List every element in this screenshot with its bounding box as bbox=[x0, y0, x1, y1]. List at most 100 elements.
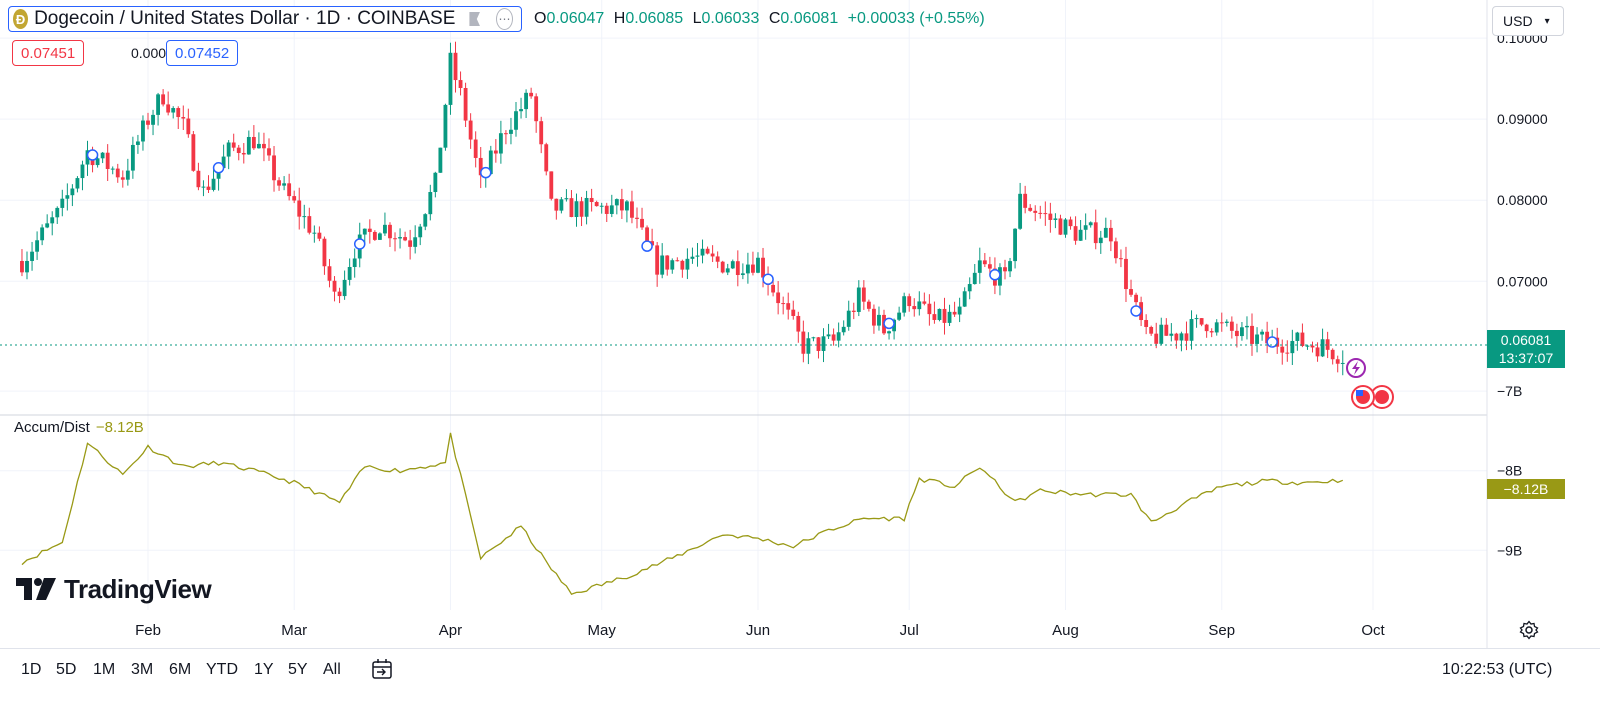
candle-body bbox=[130, 144, 135, 171]
tradingview-logo[interactable]: TradingView bbox=[16, 574, 212, 605]
candle-body bbox=[574, 201, 579, 218]
candle-body bbox=[110, 168, 115, 170]
low-key: L bbox=[692, 10, 702, 27]
indicator-last-label: −8.12B bbox=[1487, 479, 1565, 499]
date-range-calendar-icon[interactable] bbox=[370, 657, 394, 681]
indicator-legend[interactable]: Accum/Dist −8.12B bbox=[14, 419, 144, 436]
candle-body bbox=[1315, 347, 1320, 357]
candle-body bbox=[972, 272, 977, 285]
time-axis-label: Jul bbox=[900, 622, 919, 639]
currency-selector[interactable]: USD ▾ bbox=[1492, 6, 1564, 36]
candle-body bbox=[352, 258, 357, 267]
candle-body bbox=[967, 284, 972, 292]
last-price-value: 0.06081 bbox=[1500, 332, 1552, 348]
candle-body bbox=[297, 200, 302, 217]
settings-gear-icon[interactable] bbox=[1519, 620, 1539, 645]
candle-body bbox=[1255, 334, 1259, 344]
candle-body bbox=[332, 280, 337, 292]
candle-body bbox=[493, 150, 498, 154]
candle-body bbox=[675, 260, 680, 262]
candle-body bbox=[30, 251, 34, 261]
more-options-icon[interactable]: ⋯ bbox=[495, 8, 514, 30]
candle-body bbox=[1003, 267, 1007, 272]
candle-body bbox=[836, 332, 841, 341]
ohlc-legend: O0.06047 H0.06085 L0.06033 C0.06081 +0.0… bbox=[534, 10, 990, 28]
candle-body bbox=[1144, 320, 1149, 327]
candle-body bbox=[957, 306, 962, 315]
candle-body bbox=[120, 177, 125, 180]
range-button-5y[interactable]: 5Y bbox=[288, 661, 308, 678]
range-button-1y[interactable]: 1Y bbox=[254, 661, 274, 678]
candle-body bbox=[105, 152, 110, 170]
candle-body bbox=[856, 287, 861, 312]
candle-body bbox=[156, 94, 160, 115]
candle-body bbox=[599, 205, 604, 207]
candle-body bbox=[256, 143, 261, 149]
candle-body bbox=[372, 231, 377, 240]
candle-body bbox=[362, 228, 367, 235]
candle-body bbox=[1234, 330, 1239, 337]
candle-body bbox=[1219, 322, 1224, 324]
candle-body bbox=[322, 238, 327, 267]
candle-body bbox=[549, 171, 554, 199]
candle-body bbox=[438, 147, 443, 173]
candle-body bbox=[947, 311, 952, 323]
candle-body bbox=[519, 109, 523, 112]
candle-body bbox=[851, 310, 856, 312]
candle-body bbox=[977, 260, 982, 273]
range-button-1d[interactable]: 1D bbox=[21, 661, 42, 678]
us-flag-fill-2 bbox=[1375, 390, 1389, 404]
candle-body bbox=[761, 257, 765, 278]
time-axis-label: Oct bbox=[1361, 622, 1385, 639]
candle-body bbox=[831, 334, 836, 341]
candle-body bbox=[125, 170, 130, 180]
symbol-search-box[interactable]: Ð Dogecoin / United States Dollar · 1D ·… bbox=[8, 6, 522, 32]
future-events[interactable] bbox=[1346, 358, 1394, 409]
candle-body bbox=[1184, 333, 1189, 341]
candle-body bbox=[1214, 322, 1219, 333]
candle-body bbox=[1340, 362, 1345, 364]
candle-body bbox=[806, 338, 811, 354]
range-button-1m[interactable]: 1M bbox=[93, 661, 116, 678]
candle-body bbox=[231, 142, 236, 148]
candle-body bbox=[1240, 327, 1244, 337]
candle-body bbox=[987, 264, 992, 269]
candlestick-series bbox=[20, 41, 1345, 376]
range-button-ytd[interactable]: YTD bbox=[206, 661, 238, 678]
candle-body bbox=[186, 118, 191, 135]
buy-price-button[interactable]: 0.07452 bbox=[166, 40, 239, 66]
candle-body bbox=[277, 180, 281, 186]
candle-body bbox=[1108, 227, 1113, 242]
candle-body bbox=[982, 260, 987, 265]
candle-body bbox=[141, 120, 145, 142]
candle-body bbox=[1250, 325, 1254, 344]
candle-body bbox=[524, 92, 529, 110]
candle-body bbox=[670, 260, 675, 270]
sell-price-button[interactable]: 0.07451 bbox=[12, 40, 85, 66]
utc-clock[interactable]: 10:22:53 (UTC) bbox=[1442, 661, 1553, 678]
event-marker-icon bbox=[1266, 336, 1278, 348]
candle-body bbox=[383, 224, 387, 234]
change-value: +0.00033 (+0.55%) bbox=[847, 10, 985, 27]
range-button-3m[interactable]: 3M bbox=[131, 661, 154, 678]
candle-body bbox=[1083, 225, 1088, 230]
time-axis-label: Sep bbox=[1208, 622, 1235, 639]
range-button-6m[interactable]: 6M bbox=[169, 661, 192, 678]
range-button-5d[interactable]: 5D bbox=[56, 661, 77, 678]
candle-body bbox=[776, 292, 781, 304]
candle-body bbox=[655, 245, 660, 275]
time-axis-label: Apr bbox=[439, 622, 462, 639]
candle-body bbox=[1043, 213, 1048, 215]
candle-body bbox=[35, 240, 40, 252]
candle-body bbox=[403, 237, 408, 241]
candle-body bbox=[534, 96, 539, 122]
candle-body bbox=[720, 261, 725, 273]
flag-icon[interactable] bbox=[469, 12, 480, 26]
candle-body bbox=[630, 201, 634, 218]
price-axis-tick: 0.08000 bbox=[1497, 192, 1548, 208]
candle-body bbox=[635, 217, 639, 219]
range-button-all[interactable]: All bbox=[323, 661, 341, 678]
indicator-value: −8.12B bbox=[95, 419, 144, 436]
candle-body bbox=[393, 238, 397, 240]
